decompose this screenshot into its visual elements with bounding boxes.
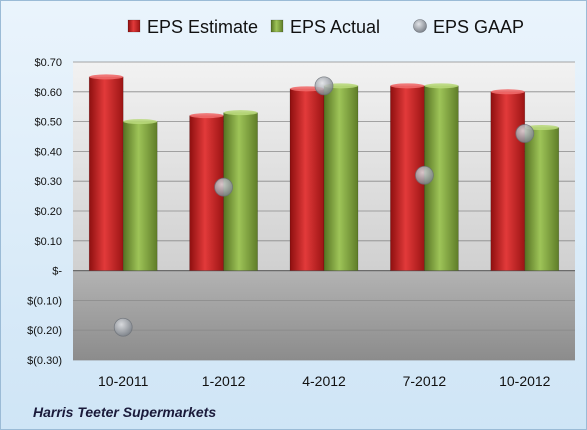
y-tick-label: $(0.20) [27, 325, 62, 337]
bar-cap [490, 89, 525, 95]
plot-area-negative [73, 270, 575, 360]
x-tick-label: 10-2012 [499, 373, 551, 389]
bar-eps-estimate [490, 91, 526, 271]
bar-cap [424, 83, 459, 89]
bar-eps-actual [323, 85, 359, 271]
y-tick-label: $- [52, 266, 62, 278]
y-tick-label: $0.40 [34, 146, 62, 158]
bars [88, 74, 560, 271]
legend-label: EPS GAAP [433, 17, 524, 37]
bar-cap [189, 113, 224, 119]
marker-eps-gaap [113, 317, 133, 337]
x-tick-label: 10-2011 [98, 373, 149, 389]
y-tick-label: $0.60 [34, 87, 62, 99]
y-tick-label: $0.20 [34, 206, 62, 218]
y-tick-label: $0.70 [34, 57, 62, 69]
legend-swatch-eps-estimate [127, 19, 141, 33]
bar-cap [89, 74, 124, 80]
y-tick-label: $0.30 [34, 176, 62, 188]
bar-cap [390, 83, 425, 89]
marker-eps-gaap [214, 177, 234, 197]
y-tick-label: $(0.30) [27, 355, 62, 367]
bar-eps-estimate [289, 88, 325, 271]
footer-label: Harris Teeter Supermarkets [33, 404, 216, 420]
gaap-markers [113, 76, 535, 337]
y-tick-label: $0.50 [34, 117, 62, 129]
legend-swatch-eps-gaap [413, 19, 427, 33]
x-axis-tick-labels: 10-2011 1-2012 4-2012 7-2012 10-2012 [98, 373, 551, 389]
legend: EPS Estimate EPS Actual EPS GAAP [127, 17, 524, 37]
bar-cap [123, 119, 158, 125]
y-tick-label: $0.10 [34, 236, 62, 248]
legend-label: EPS Actual [290, 17, 380, 37]
bar-cap [223, 110, 258, 116]
bar-cap [524, 125, 559, 131]
y-axis-tick-labels: $0.70 $0.60 $0.50 $0.40 $0.30 $0.20 $0.10 $- $(0… [27, 57, 62, 367]
x-tick-label: 1-2012 [202, 373, 246, 389]
marker-eps-gaap [414, 165, 434, 185]
x-tick-label: 4-2012 [302, 373, 346, 389]
bar-eps-estimate [88, 76, 124, 271]
bar-eps-actual [122, 121, 158, 271]
bar-eps-actual [524, 127, 560, 271]
legend-label: EPS Estimate [147, 17, 258, 37]
x-tick-label: 7-2012 [403, 373, 447, 389]
marker-eps-gaap [314, 76, 334, 96]
y-tick-label: $(0.10) [27, 295, 62, 307]
legend-swatch-eps-actual [270, 19, 284, 33]
marker-eps-gaap [515, 124, 535, 143]
